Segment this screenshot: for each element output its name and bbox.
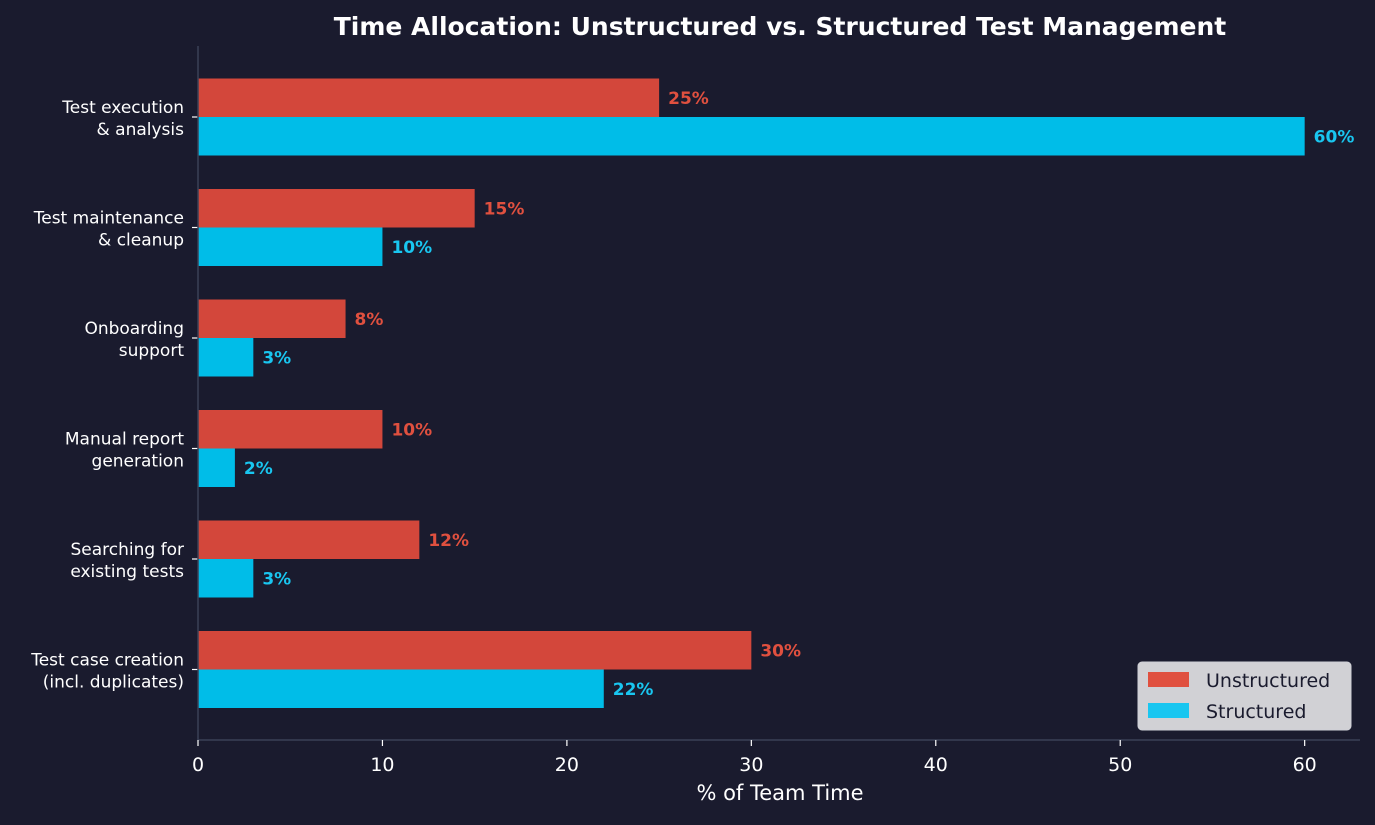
y-tick-label-4: Searching for existing tests (70, 540, 184, 582)
legend-label-structured: Structured (1206, 701, 1306, 723)
data-label-structured-1: 10% (391, 238, 432, 258)
data-label-structured-2: 3% (262, 348, 291, 368)
bar-unstructured-5 (198, 631, 752, 670)
x-tick-label-10: 10 (370, 754, 394, 776)
bar-structured-2 (198, 338, 254, 377)
bar-unstructured-0 (198, 78, 660, 117)
legend-swatch-unstructured (1148, 672, 1189, 687)
x-tick-label-20: 20 (555, 754, 579, 776)
data-label-unstructured-1: 15% (484, 199, 525, 219)
bar-structured-0 (198, 117, 1305, 156)
data-label-structured-3: 2% (244, 459, 273, 479)
bar-structured-5 (198, 669, 604, 708)
data-label-unstructured-2: 8% (355, 310, 384, 330)
data-label-unstructured-5: 30% (760, 641, 801, 661)
data-label-structured-0: 60% (1314, 127, 1355, 147)
x-axis-label: % of Team Time (696, 781, 863, 805)
y-tick-label-3: Manual report generation (65, 430, 184, 472)
bar-unstructured-3 (198, 410, 383, 449)
legend-swatch-structured (1148, 703, 1189, 718)
bars-layer: 25% 60% 15% 10% 8% 3% 10% 2% 12% 3% 30% 22% (198, 78, 1355, 708)
legend-label-unstructured: Unstructured (1206, 670, 1330, 692)
data-label-unstructured-4: 12% (428, 531, 469, 551)
legend-box (1137, 661, 1352, 731)
y-tick-label-5: Test case creation (incl. duplicates) (30, 651, 184, 693)
x-tick-label-50: 50 (1108, 754, 1132, 776)
x-tick-label-40: 40 (924, 754, 948, 776)
x-tick-label-0: 0 (192, 754, 204, 776)
chart-title: Time Allocation: Unstructured vs. Struct… (334, 12, 1227, 41)
bar-unstructured-2 (198, 299, 346, 338)
data-label-unstructured-0: 25% (668, 89, 709, 109)
bar-structured-4 (198, 559, 254, 598)
bar-unstructured-1 (198, 189, 475, 228)
legend: Unstructured Structured (1137, 661, 1352, 731)
bar-structured-1 (198, 227, 383, 266)
data-label-unstructured-3: 10% (391, 420, 432, 440)
x-tick-label-60: 60 (1293, 754, 1317, 776)
y-tick-label-0: Test execution & analysis (61, 98, 184, 140)
x-tick-label-30: 30 (739, 754, 763, 776)
y-tick-label-1: Test maintenance & cleanup (33, 209, 184, 251)
data-label-structured-4: 3% (262, 569, 291, 589)
bar-structured-3 (198, 448, 235, 487)
bar-unstructured-4 (198, 520, 420, 559)
y-tick-label-2: Onboarding support (84, 319, 184, 361)
axes-layer: Test execution & analysis Test maintenance… (30, 46, 1360, 776)
data-label-structured-5: 22% (613, 680, 654, 700)
